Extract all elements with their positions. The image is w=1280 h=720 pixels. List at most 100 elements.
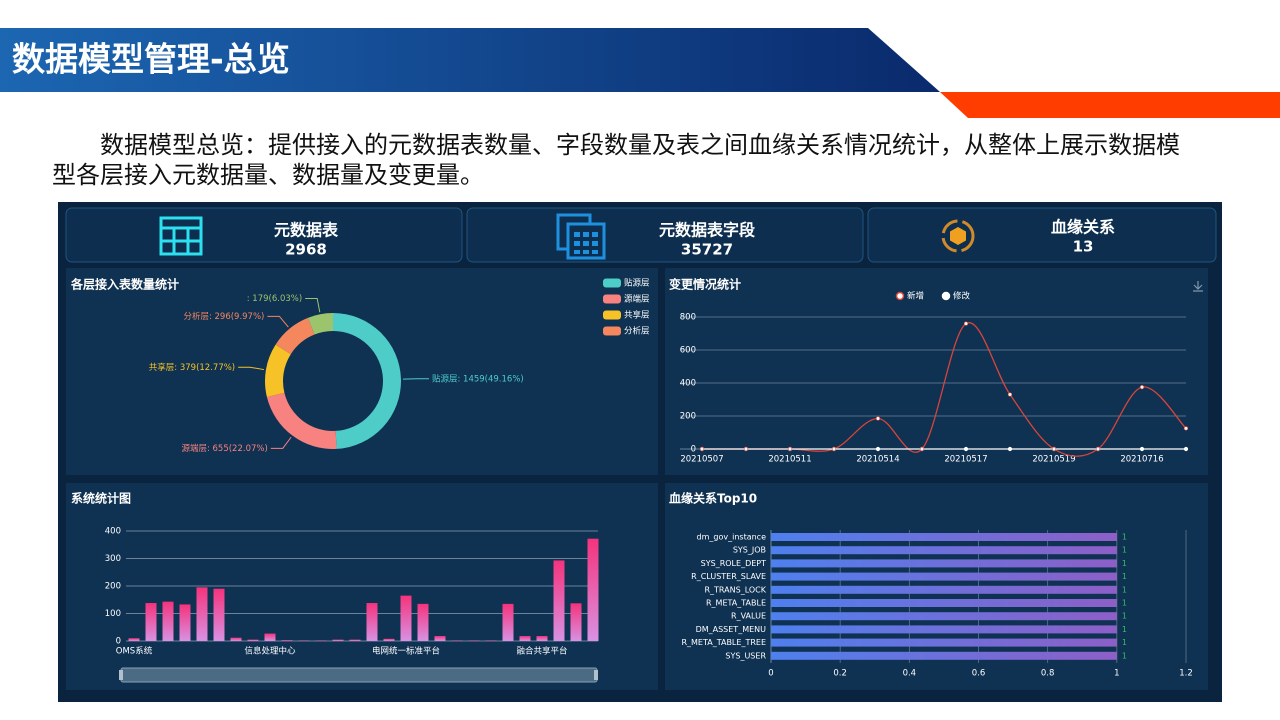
- x-tick-label: 20210507: [680, 455, 723, 465]
- bar: [349, 639, 361, 641]
- value-label: 1: [1122, 612, 1127, 621]
- y-tick-label: R_TRANS_LOCK: [704, 585, 766, 594]
- bar: [553, 560, 565, 641]
- bar: [771, 572, 1117, 581]
- point: [963, 446, 969, 452]
- panel: [665, 268, 1208, 475]
- y-tick-label: dm_gov_instance: [697, 533, 767, 542]
- point: [875, 446, 881, 452]
- slice-label: 共享层: 379(12.77%): [149, 362, 235, 373]
- value-label: 1: [1122, 559, 1127, 568]
- panel-title: 系统统计图: [71, 491, 131, 506]
- panel: [66, 483, 658, 690]
- point: [963, 321, 969, 326]
- slice-label: 分析层: 296(9.97%): [183, 311, 264, 322]
- bar: [162, 601, 174, 641]
- point: [1007, 392, 1013, 397]
- point: [1095, 446, 1101, 452]
- x-tick-label: 0.4: [903, 669, 917, 679]
- download-icon: [1193, 281, 1203, 292]
- bar: [468, 640, 480, 641]
- leader-line: [267, 315, 289, 328]
- stat-value: 35727: [681, 241, 733, 259]
- bar: [230, 637, 242, 641]
- point: [1139, 385, 1145, 390]
- bar: [485, 640, 497, 641]
- bar: [332, 639, 344, 641]
- y-tick-label: 600: [680, 346, 696, 356]
- x-tick-label: 信息处理中心: [244, 646, 296, 657]
- y-tick-label: 300: [105, 554, 121, 564]
- stat-card: [65, 207, 463, 263]
- bar: [771, 533, 1117, 541]
- leader-line: [238, 366, 265, 371]
- field-icon: [556, 213, 606, 260]
- slice-label: 贴源层: 1459(49.16%): [432, 373, 524, 384]
- y-tick-label: 400: [105, 527, 121, 537]
- value-label: 1: [1122, 638, 1127, 647]
- x-tick-label: 1: [1114, 669, 1119, 679]
- point: [787, 446, 793, 452]
- legend-label: 分析层: [624, 326, 650, 337]
- bar: [281, 640, 293, 641]
- x-tick-label: 0.2: [833, 669, 847, 679]
- legend-label: 贴源层: [624, 278, 650, 289]
- legend-label: 新增: [907, 291, 924, 302]
- slice-label: 源端层: 655(22.07%): [181, 443, 267, 454]
- bar: [213, 588, 225, 641]
- y-tick-label: SYS_ROLE_DEPT: [701, 559, 766, 568]
- panel-title: 血缘关系Top10: [669, 491, 757, 506]
- bar: [179, 604, 191, 641]
- bar: [771, 651, 1117, 660]
- point: [1183, 426, 1189, 431]
- pie-slice: [307, 313, 333, 335]
- bar: [400, 595, 412, 641]
- bar: [383, 638, 395, 641]
- y-tick-label: SYS_USER: [725, 651, 766, 660]
- value-label: 1: [1122, 546, 1127, 555]
- legend-label: 修改: [953, 291, 971, 302]
- bar: [315, 640, 327, 641]
- y-tick-label: R_META_TABLE_TREE: [681, 638, 766, 647]
- x-tick-label: 1.2: [1179, 669, 1193, 679]
- bar: [145, 603, 157, 641]
- bar: [264, 633, 276, 641]
- legend-swatch: [603, 278, 621, 288]
- bar: [298, 640, 310, 641]
- x-tick-label: OMS系统: [116, 646, 153, 657]
- bar: [196, 587, 208, 641]
- lineage-icon: [941, 219, 975, 253]
- bar: [771, 559, 1117, 568]
- bar: [771, 585, 1117, 594]
- bar: [519, 636, 531, 641]
- y-tick-label: 800: [680, 313, 696, 323]
- point: [1051, 446, 1057, 452]
- point: [919, 446, 925, 452]
- y-tick-label: DM_ASSET_MENU: [696, 625, 767, 634]
- x-tick-label: 0: [768, 669, 773, 679]
- y-tick-label: R_VALUE: [731, 612, 766, 621]
- zoom-slider: [119, 667, 598, 683]
- header-bar: [0, 28, 940, 92]
- pie-slice: [265, 344, 291, 397]
- value-label: 1: [1122, 599, 1127, 608]
- bar: [771, 546, 1117, 555]
- point: [743, 446, 749, 452]
- y-tick-label: R_META_TABLE: [706, 599, 766, 608]
- x-tick-label: 0.8: [1041, 669, 1055, 679]
- x-tick-label: 20210514: [856, 455, 899, 465]
- panel-title: 各层接入表数量统计: [70, 277, 179, 292]
- bar: [587, 538, 599, 641]
- bar: [451, 640, 463, 641]
- stat-label: 血缘关系: [1051, 218, 1115, 237]
- bar: [434, 636, 446, 641]
- bar: [536, 636, 548, 641]
- bar: [771, 638, 1117, 647]
- y-tick-label: 200: [680, 412, 696, 422]
- value-label: 1: [1122, 651, 1127, 660]
- leader-line: [305, 298, 321, 313]
- slice-label: : 179(6.03%): [247, 294, 302, 304]
- table-icon: [159, 216, 203, 256]
- legend-marker: [941, 291, 951, 301]
- x-tick-label: 电网统一标准平台: [372, 646, 440, 657]
